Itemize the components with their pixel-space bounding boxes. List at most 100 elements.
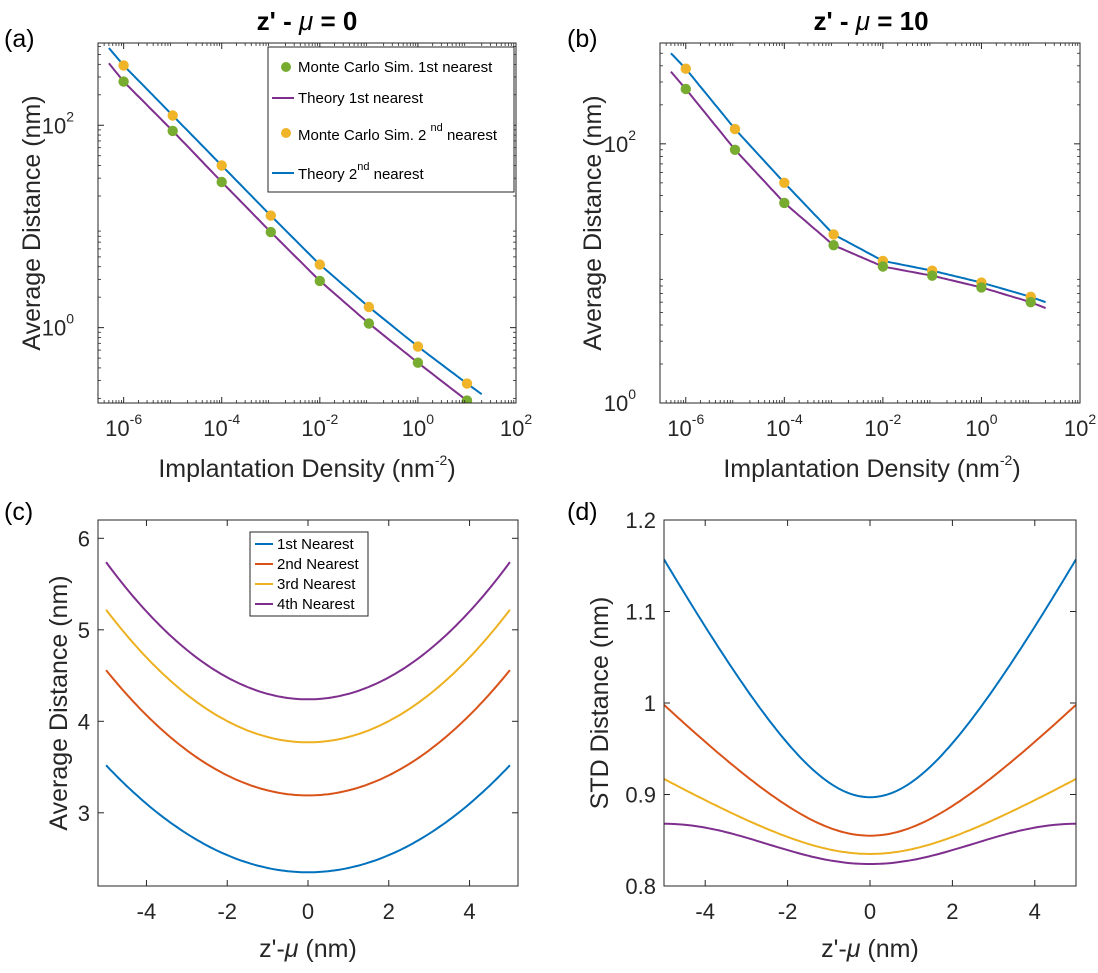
data-point-monte-carlo-sim-2nd-nearest [461, 378, 473, 389]
series-line-2nd-nearest [664, 704, 1076, 837]
data-point-monte-carlo-sim-1st-nearest [118, 76, 129, 87]
x-tick-label: -4 [137, 899, 157, 924]
panel-a-title: z' - μ = 0 [257, 6, 358, 36]
data-point-monte-carlo-sim-2nd-nearest [216, 160, 227, 171]
series-group [664, 558, 1076, 865]
x-tick-label: 100 [965, 411, 997, 441]
legend-4th-label: 4th Nearest [277, 596, 355, 613]
y-tick-label: 1.2 [625, 508, 656, 533]
panel-c-plot-area: -4 -2 0 2 4 3 4 5 6 [78, 520, 518, 924]
panel-a-axes-box [97, 42, 517, 404]
panel-b: (b) z' - μ = 10 10-6 10-4 10-2 100 102 100 102… [567, 6, 1096, 483]
x-tick-label: 10-4 [766, 411, 803, 441]
x-tick-label: 4 [1029, 899, 1041, 924]
legend-3rd-label: 3rd Nearest [277, 576, 356, 593]
y-tick-label: 1.1 [625, 600, 656, 625]
series-line-theory-1st-nearest [670, 71, 1046, 310]
y-tick-label: 0.9 [625, 783, 656, 808]
panel-c: (c) -4 -2 0 2 4 3 4 5 6 z'-μ (nm) Average Distan… [4, 498, 519, 963]
x-tick-label: 10-2 [864, 411, 901, 441]
y-tick-label: 102 [604, 127, 636, 157]
panel-b-title: z' - μ = 10 [813, 6, 928, 36]
series-line-4th-nearest [664, 822, 1076, 865]
data-point-monte-carlo-sim-2nd-nearest [412, 341, 424, 352]
data-point-monte-carlo-sim-2nd-nearest [314, 259, 325, 270]
panel-b-label: (b) [567, 25, 598, 53]
legend-mc1-marker [281, 62, 291, 72]
x-tick-label: 0 [864, 899, 876, 924]
panel-d-plot-area: -4 -2 0 2 4 0.8 0.9 1 1.1 1.2 [625, 508, 1076, 924]
data-point-monte-carlo-sim-1st-nearest [877, 261, 889, 272]
data-point-monte-carlo-sim-2nd-nearest [118, 60, 129, 71]
panel-d: (d) -4 -2 0 2 4 0.8 0.9 1 1.1 1.2 z'-μ (nm) STD D… [567, 498, 1077, 963]
panel-c-label: (c) [4, 498, 33, 526]
panel-d-xlabel: z'-μ (nm) [821, 935, 919, 963]
legend-box [267, 46, 515, 193]
data-point-monte-carlo-sim-1st-nearest [927, 270, 938, 281]
series-line-2nd-nearest [105, 669, 511, 797]
y-tick-label: 1 [644, 691, 656, 716]
series-line-theory-2nd-nearest [670, 52, 1046, 304]
y-tick-label: 0.8 [625, 874, 656, 899]
data-point-monte-carlo-sim-1st-nearest [1025, 297, 1036, 308]
y-tick-label: 6 [78, 526, 90, 551]
panel-c-axes-box [97, 519, 519, 887]
panel-c-legend: 1st Nearest 2nd Nearest 3rd Nearest 4th … [249, 531, 369, 617]
data-point-monte-carlo-sim-1st-nearest [216, 176, 227, 188]
data-point-monte-carlo-sim-2nd-nearest [680, 63, 691, 74]
data-point-monte-carlo-sim-1st-nearest [680, 83, 691, 95]
x-tick-label: 0 [302, 899, 314, 924]
data-point-monte-carlo-sim-1st-nearest [314, 275, 325, 287]
panel-a-plot-area: 10-6 10-4 10-2 100 102 100 102 [42, 43, 532, 441]
x-tick-label: 102 [500, 411, 532, 441]
data-point-monte-carlo-sim-1st-nearest [363, 318, 375, 329]
panel-d-label: (d) [567, 498, 598, 526]
panel-b-axes-box [659, 42, 1081, 404]
data-point-monte-carlo-sim-1st-nearest [976, 282, 987, 293]
data-point-monte-carlo-sim-2nd-nearest [167, 110, 178, 121]
series-line-1st-nearest [664, 558, 1076, 799]
legend-mc1-label: Monte Carlo Sim. 1st nearest [298, 59, 493, 76]
series-line-3rd-nearest [105, 609, 511, 744]
data-point-monte-carlo-sim-2nd-nearest [729, 123, 741, 135]
x-tick-label: 10-4 [203, 411, 240, 441]
data-point-monte-carlo-sim-1st-nearest [828, 240, 839, 251]
legend-2nd-label: 2nd Nearest [277, 556, 360, 573]
data-point-monte-carlo-sim-1st-nearest [265, 226, 276, 238]
legend-theory1-label: Theory 1st nearest [298, 90, 424, 107]
series-group [105, 561, 511, 874]
y-tick-label: 100 [42, 311, 74, 341]
panel-a-label: (a) [4, 25, 35, 53]
panel-b-ylabel: Average Distance (nm) [579, 95, 607, 350]
data-point-monte-carlo-sim-1st-nearest [461, 395, 473, 403]
legend-1st-label: 1st Nearest [277, 536, 355, 553]
panel-c-ylabel: Average Distance (nm) [45, 575, 73, 830]
x-tick-label: -2 [217, 899, 237, 924]
data-point-monte-carlo-sim-1st-nearest [167, 125, 178, 137]
legend-box [249, 531, 369, 617]
x-tick-label: 100 [402, 411, 434, 441]
panel-d-ylabel: STD Distance (nm) [586, 597, 614, 810]
legend-theory2-label: Theory 2nd nearest [298, 161, 424, 183]
series-line-3rd-nearest [664, 778, 1076, 856]
y-tick-label: 3 [78, 801, 90, 826]
y-tick-label: 100 [604, 386, 636, 416]
y-tick-label: 102 [42, 108, 74, 138]
x-tick-label: 10-2 [301, 411, 338, 441]
y-tick-label: 5 [78, 618, 90, 643]
panel-b-xlabel: Implantation Density (nm-2) [723, 452, 1020, 483]
x-tick-label: -4 [695, 899, 715, 924]
x-tick-label: 10-6 [105, 411, 142, 441]
x-tick-label: -2 [778, 899, 798, 924]
data-point-monte-carlo-sim-2nd-nearest [828, 229, 839, 240]
data-point-monte-carlo-sim-2nd-nearest [363, 301, 375, 313]
series-group [108, 47, 483, 403]
panel-a: (a) z' - μ = 0 10-6 10-4 10-2 100 102100102 … [4, 6, 532, 483]
panel-a-legend: Monte Carlo Sim. 1st nearest Theory 1st … [267, 46, 515, 193]
data-point-monte-carlo-sim-2nd-nearest [779, 177, 790, 188]
panel-a-ylabel: Average Distance (nm) [18, 95, 46, 350]
panel-a-xlabel: Implantation Density (nm-2) [158, 452, 455, 483]
legend-mc2-marker [281, 128, 291, 138]
series-line-4th-nearest [105, 561, 511, 701]
